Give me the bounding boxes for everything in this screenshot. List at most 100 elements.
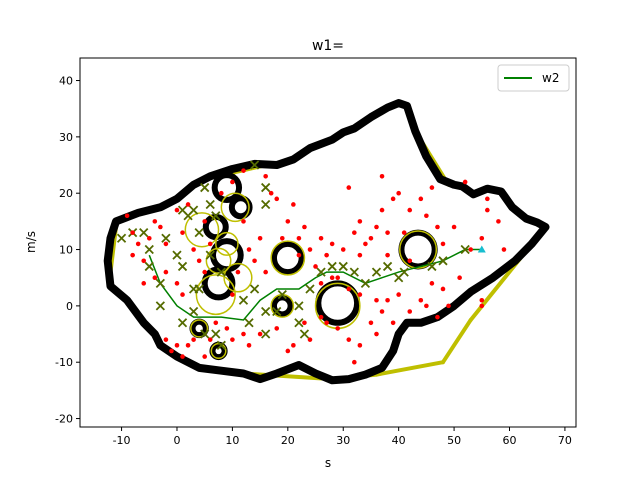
scatter-point	[329, 275, 335, 281]
cross-point	[261, 199, 271, 210]
scatter-point	[435, 314, 440, 320]
scatter-point	[396, 292, 401, 297]
scatter-point	[291, 202, 296, 207]
scatter-point	[207, 241, 213, 247]
plot-area	[103, 99, 550, 385]
bubble-circle	[270, 240, 306, 276]
scatter-point	[130, 252, 135, 258]
cross-point	[144, 261, 154, 272]
scatter-point	[235, 269, 241, 275]
x-axis-ticks: -10 0 10 20 30 40 50 60 70	[113, 427, 572, 447]
chart-title: w1=	[312, 38, 344, 54]
scatter-point	[385, 252, 390, 258]
y-axis-label: m/s	[24, 231, 38, 253]
obstacle-ring	[189, 318, 209, 339]
scatter-point	[274, 196, 280, 202]
y-axis-ticks: -20 -10 0 10 20 30 40	[55, 75, 80, 426]
scatter-point	[352, 359, 357, 365]
cross-point	[139, 228, 149, 238]
obstacle-ring	[270, 240, 305, 276]
scatter-point	[180, 230, 185, 235]
scatter-point	[163, 241, 169, 247]
cross-point	[211, 211, 221, 221]
scatter-point	[435, 224, 440, 230]
scatter-point	[285, 348, 291, 354]
cross-point	[371, 267, 382, 277]
scatter-point	[263, 174, 268, 179]
scatter-point	[429, 185, 435, 190]
cross-point	[305, 284, 315, 294]
scatter-point	[462, 179, 468, 185]
scatter-point	[346, 185, 352, 190]
cross-point	[211, 329, 221, 339]
scatter-point	[230, 337, 235, 342]
cross-point	[460, 244, 470, 255]
scatter-point	[307, 337, 313, 342]
scatter-point	[169, 348, 174, 354]
x-tick-label: 60	[502, 434, 516, 447]
scatter-point	[379, 309, 385, 314]
scatter-point	[346, 286, 352, 292]
scatter-point	[374, 297, 379, 303]
scatter-point	[440, 286, 446, 292]
scatter-point	[418, 196, 424, 202]
scatter-point	[468, 247, 474, 252]
y-tick-label: -10	[55, 356, 73, 369]
scatter-point	[335, 326, 340, 331]
scatter-point	[352, 230, 357, 235]
series-line-w2	[148, 248, 482, 321]
bubble-circle	[205, 247, 232, 274]
scatter-point	[363, 241, 368, 247]
cross-point	[144, 244, 154, 255]
scatter-point	[146, 235, 152, 241]
scatter-point	[141, 281, 147, 286]
scatter-point	[163, 269, 169, 275]
scatter-point	[158, 224, 163, 230]
cross-point	[277, 289, 287, 300]
cross-point	[188, 306, 199, 317]
scatter-point	[440, 241, 446, 247]
obstacle-ring	[270, 294, 294, 318]
scatter-point	[379, 174, 385, 179]
y-tick-label: 40	[59, 75, 73, 88]
scatter-point	[385, 297, 390, 303]
scatter-point	[401, 230, 407, 235]
scatter-point	[457, 275, 462, 281]
scatter-point	[485, 207, 490, 213]
scatter-point	[340, 247, 346, 252]
cross-point	[216, 340, 226, 350]
scatter-point	[135, 241, 141, 247]
scatter-point	[446, 303, 451, 309]
x-tick-label: 30	[336, 434, 350, 447]
cross-point	[261, 182, 271, 193]
scatter-point	[296, 252, 302, 258]
cross-point	[188, 205, 199, 215]
scatter-point	[191, 247, 196, 252]
scatter-point	[318, 281, 324, 286]
scatter-point	[174, 281, 180, 286]
scatter-point	[429, 281, 435, 286]
cross-point	[338, 261, 348, 272]
scatter-point	[318, 235, 324, 241]
scatter-point	[174, 207, 180, 213]
scatter-point	[180, 354, 185, 359]
scatter-point	[257, 331, 263, 337]
bubble-circle	[195, 274, 236, 316]
scatter-point	[501, 247, 507, 252]
scatter-point	[329, 241, 335, 247]
scatter-point	[207, 337, 213, 342]
cross-point	[177, 318, 188, 328]
cross-point	[427, 261, 437, 272]
scatter-point	[396, 190, 401, 196]
bubble-circle	[184, 212, 220, 248]
legend-frame	[497, 64, 570, 92]
x-tick-label: 40	[392, 434, 406, 447]
legend-label-w2: w2	[542, 71, 559, 85]
bubble-circle	[220, 192, 250, 223]
hull-edge	[440, 317, 473, 365]
scatter-point	[451, 224, 457, 230]
cross-point	[316, 267, 326, 277]
scatter-point	[424, 303, 429, 309]
scatter-point	[324, 252, 329, 258]
